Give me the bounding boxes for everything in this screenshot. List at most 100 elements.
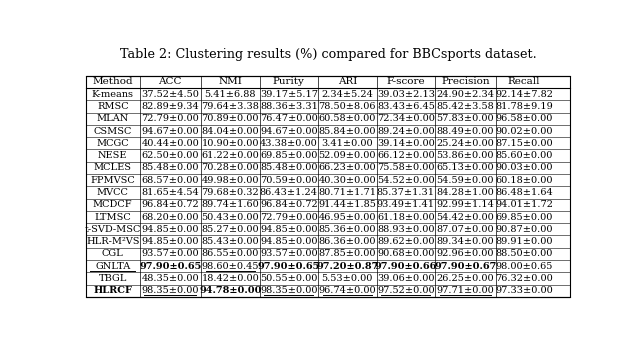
- Text: 94.85±0.00: 94.85±0.00: [141, 237, 199, 246]
- Text: 84.28±1.00: 84.28±1.00: [436, 188, 494, 197]
- Text: 85.84±0.00: 85.84±0.00: [319, 126, 376, 136]
- Text: 88.49±0.00: 88.49±0.00: [436, 126, 494, 136]
- Text: 97.90±0.67: 97.90±0.67: [434, 262, 497, 271]
- Text: 85.42±3.58: 85.42±3.58: [436, 102, 494, 111]
- Text: 88.36±3.31: 88.36±3.31: [260, 102, 317, 111]
- Text: 10.90±0.00: 10.90±0.00: [202, 139, 259, 148]
- Text: MLAN: MLAN: [97, 114, 129, 123]
- Text: MCGC: MCGC: [97, 139, 129, 148]
- Text: 72.79±0.00: 72.79±0.00: [141, 114, 199, 123]
- Text: 5.41±6.88: 5.41±6.88: [205, 90, 256, 99]
- Text: 88.50±0.00: 88.50±0.00: [495, 249, 552, 258]
- Text: 61.18±0.00: 61.18±0.00: [377, 213, 435, 221]
- Text: 65.13±0.00: 65.13±0.00: [436, 163, 494, 172]
- Text: 89.62±0.00: 89.62±0.00: [377, 237, 435, 246]
- Text: Method: Method: [92, 77, 133, 86]
- Text: 85.48±0.00: 85.48±0.00: [260, 163, 317, 172]
- Text: 81.65±4.54: 81.65±4.54: [141, 188, 199, 197]
- Text: 89.91±0.00: 89.91±0.00: [495, 237, 553, 246]
- Text: 94.01±1.72: 94.01±1.72: [495, 200, 553, 209]
- Text: 97.71±0.00: 97.71±0.00: [436, 286, 494, 295]
- Text: 92.14±7.82: 92.14±7.82: [495, 90, 553, 99]
- Text: 85.37±1.31: 85.37±1.31: [377, 188, 435, 197]
- Text: 98.35±0.00: 98.35±0.00: [141, 286, 199, 295]
- Text: F-score: F-score: [387, 77, 425, 86]
- Text: 86.36±0.00: 86.36±0.00: [319, 237, 376, 246]
- Text: 80.71±1.71: 80.71±1.71: [318, 188, 376, 197]
- Text: 39.03±2.13: 39.03±2.13: [377, 90, 435, 99]
- Text: 70.89±0.00: 70.89±0.00: [202, 114, 259, 123]
- Bar: [86, 76, 570, 297]
- Text: MVCC: MVCC: [97, 188, 129, 197]
- Text: 39.06±0.00: 39.06±0.00: [377, 274, 435, 283]
- Text: TBGL: TBGL: [99, 274, 127, 283]
- Text: LTMSC: LTMSC: [94, 213, 131, 221]
- Text: HLR-M²VS: HLR-M²VS: [86, 237, 140, 246]
- Text: 78.50±8.06: 78.50±8.06: [319, 102, 376, 111]
- Text: 97.90±0.66: 97.90±0.66: [374, 262, 437, 271]
- Text: 98.60±0.45: 98.60±0.45: [202, 262, 259, 271]
- Text: 60.58±0.00: 60.58±0.00: [319, 114, 376, 123]
- Text: 94.67±0.00: 94.67±0.00: [141, 126, 199, 136]
- Text: 68.57±0.00: 68.57±0.00: [141, 176, 199, 185]
- Text: Precision: Precision: [441, 77, 490, 86]
- Text: 94.85±0.00: 94.85±0.00: [260, 225, 317, 234]
- Text: ACC: ACC: [159, 77, 182, 86]
- Text: 94.67±0.00: 94.67±0.00: [260, 126, 317, 136]
- Text: 85.27±0.00: 85.27±0.00: [202, 225, 259, 234]
- Text: 61.22±0.00: 61.22±0.00: [202, 151, 259, 160]
- Text: 86.43±1.24: 86.43±1.24: [260, 188, 318, 197]
- Text: 52.09±0.00: 52.09±0.00: [319, 151, 376, 160]
- Text: CSMSC: CSMSC: [93, 126, 132, 136]
- Text: 96.84±0.72: 96.84±0.72: [260, 200, 317, 209]
- Text: 82.89±9.34: 82.89±9.34: [141, 102, 199, 111]
- Text: 86.48±1.64: 86.48±1.64: [495, 188, 553, 197]
- Text: 70.59±0.00: 70.59±0.00: [260, 176, 317, 185]
- Text: 85.43±0.00: 85.43±0.00: [202, 237, 259, 246]
- Text: 87.07±0.00: 87.07±0.00: [436, 225, 494, 234]
- Text: 2.34±5.24: 2.34±5.24: [321, 90, 373, 99]
- Text: 46.95±0.00: 46.95±0.00: [319, 213, 376, 221]
- Text: 76.32±0.00: 76.32±0.00: [495, 274, 553, 283]
- Text: 79.68±0.32: 79.68±0.32: [202, 188, 259, 197]
- Text: 50.43±0.00: 50.43±0.00: [202, 213, 259, 221]
- Text: 92.99±1.14: 92.99±1.14: [436, 200, 494, 209]
- Text: t-SVD-MSC: t-SVD-MSC: [84, 225, 141, 234]
- Text: 93.49±1.41: 93.49±1.41: [377, 200, 435, 209]
- Text: 90.68±0.00: 90.68±0.00: [377, 249, 435, 258]
- Text: 54.59±0.00: 54.59±0.00: [436, 176, 494, 185]
- Text: 54.52±0.00: 54.52±0.00: [377, 176, 435, 185]
- Text: GNLTA: GNLTA: [95, 262, 131, 271]
- Text: 40.44±0.00: 40.44±0.00: [141, 139, 199, 148]
- Text: 98.00±0.65: 98.00±0.65: [495, 262, 552, 271]
- Text: 93.57±0.00: 93.57±0.00: [260, 249, 317, 258]
- Text: NMI: NMI: [218, 77, 242, 86]
- Text: 60.18±0.00: 60.18±0.00: [495, 176, 553, 185]
- Text: 97.90±0.65: 97.90±0.65: [258, 262, 320, 271]
- Text: MCDCF: MCDCF: [93, 200, 132, 209]
- Text: 87.85±0.00: 87.85±0.00: [319, 249, 376, 258]
- Text: 92.96±0.00: 92.96±0.00: [436, 249, 494, 258]
- Text: Purity: Purity: [273, 77, 305, 86]
- Text: 57.83±0.00: 57.83±0.00: [436, 114, 494, 123]
- Text: 98.35±0.00: 98.35±0.00: [260, 286, 317, 295]
- Text: 94.85±0.00: 94.85±0.00: [141, 225, 199, 234]
- Text: 54.42±0.00: 54.42±0.00: [436, 213, 494, 221]
- Text: 94.78±0.00: 94.78±0.00: [199, 286, 262, 295]
- Text: 69.85±0.00: 69.85±0.00: [260, 151, 317, 160]
- Text: 79.64±3.38: 79.64±3.38: [202, 102, 259, 111]
- Text: 90.87±0.00: 90.87±0.00: [495, 225, 553, 234]
- Text: 97.33±0.00: 97.33±0.00: [495, 286, 553, 295]
- Text: 89.34±0.00: 89.34±0.00: [436, 237, 494, 246]
- Text: 97.20±0.87: 97.20±0.87: [316, 262, 378, 271]
- Text: 90.03±0.00: 90.03±0.00: [495, 163, 553, 172]
- Text: 25.24±0.00: 25.24±0.00: [436, 139, 494, 148]
- Text: ARI: ARI: [338, 77, 357, 86]
- Text: 96.58±0.00: 96.58±0.00: [495, 114, 552, 123]
- Text: 49.98±0.00: 49.98±0.00: [202, 176, 259, 185]
- Text: 85.60±0.00: 85.60±0.00: [495, 151, 552, 160]
- Text: 40.30±0.00: 40.30±0.00: [319, 176, 376, 185]
- Text: CGL: CGL: [102, 249, 124, 258]
- Text: 90.02±0.00: 90.02±0.00: [495, 126, 553, 136]
- Text: 48.35±0.00: 48.35±0.00: [141, 274, 199, 283]
